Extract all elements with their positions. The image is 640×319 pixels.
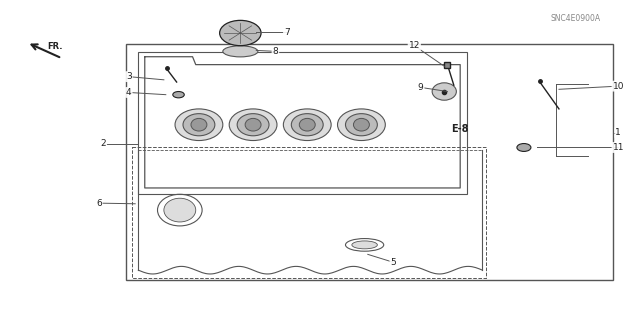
Ellipse shape bbox=[353, 118, 369, 131]
Ellipse shape bbox=[173, 92, 184, 98]
Text: 6: 6 bbox=[96, 199, 102, 208]
Ellipse shape bbox=[432, 83, 456, 100]
Bar bbox=[125, 44, 613, 280]
Ellipse shape bbox=[191, 118, 207, 131]
Ellipse shape bbox=[517, 144, 531, 152]
Text: FR.: FR. bbox=[47, 42, 63, 51]
Ellipse shape bbox=[223, 46, 258, 57]
Text: 3: 3 bbox=[126, 72, 132, 81]
Ellipse shape bbox=[300, 118, 316, 131]
Ellipse shape bbox=[183, 114, 215, 136]
Text: 2: 2 bbox=[100, 139, 106, 148]
Text: 12: 12 bbox=[408, 41, 420, 50]
Ellipse shape bbox=[237, 114, 269, 136]
Text: 10: 10 bbox=[612, 82, 624, 91]
Text: 4: 4 bbox=[126, 88, 132, 97]
Ellipse shape bbox=[337, 109, 385, 141]
Text: E-8: E-8 bbox=[451, 124, 469, 135]
Ellipse shape bbox=[346, 114, 378, 136]
Text: SNC4E0900A: SNC4E0900A bbox=[550, 14, 600, 23]
Ellipse shape bbox=[284, 109, 331, 141]
Ellipse shape bbox=[175, 109, 223, 141]
Bar bbox=[138, 52, 467, 194]
Text: 7: 7 bbox=[284, 28, 290, 37]
Text: 5: 5 bbox=[390, 258, 396, 267]
Bar bbox=[132, 147, 486, 278]
Ellipse shape bbox=[164, 198, 196, 222]
Text: 9: 9 bbox=[418, 83, 424, 92]
Text: 11: 11 bbox=[612, 143, 624, 152]
Ellipse shape bbox=[245, 118, 261, 131]
Ellipse shape bbox=[352, 241, 378, 249]
Text: 1: 1 bbox=[615, 128, 621, 137]
Ellipse shape bbox=[291, 114, 323, 136]
Text: 8: 8 bbox=[273, 47, 278, 56]
Ellipse shape bbox=[229, 109, 277, 141]
Ellipse shape bbox=[220, 20, 261, 46]
